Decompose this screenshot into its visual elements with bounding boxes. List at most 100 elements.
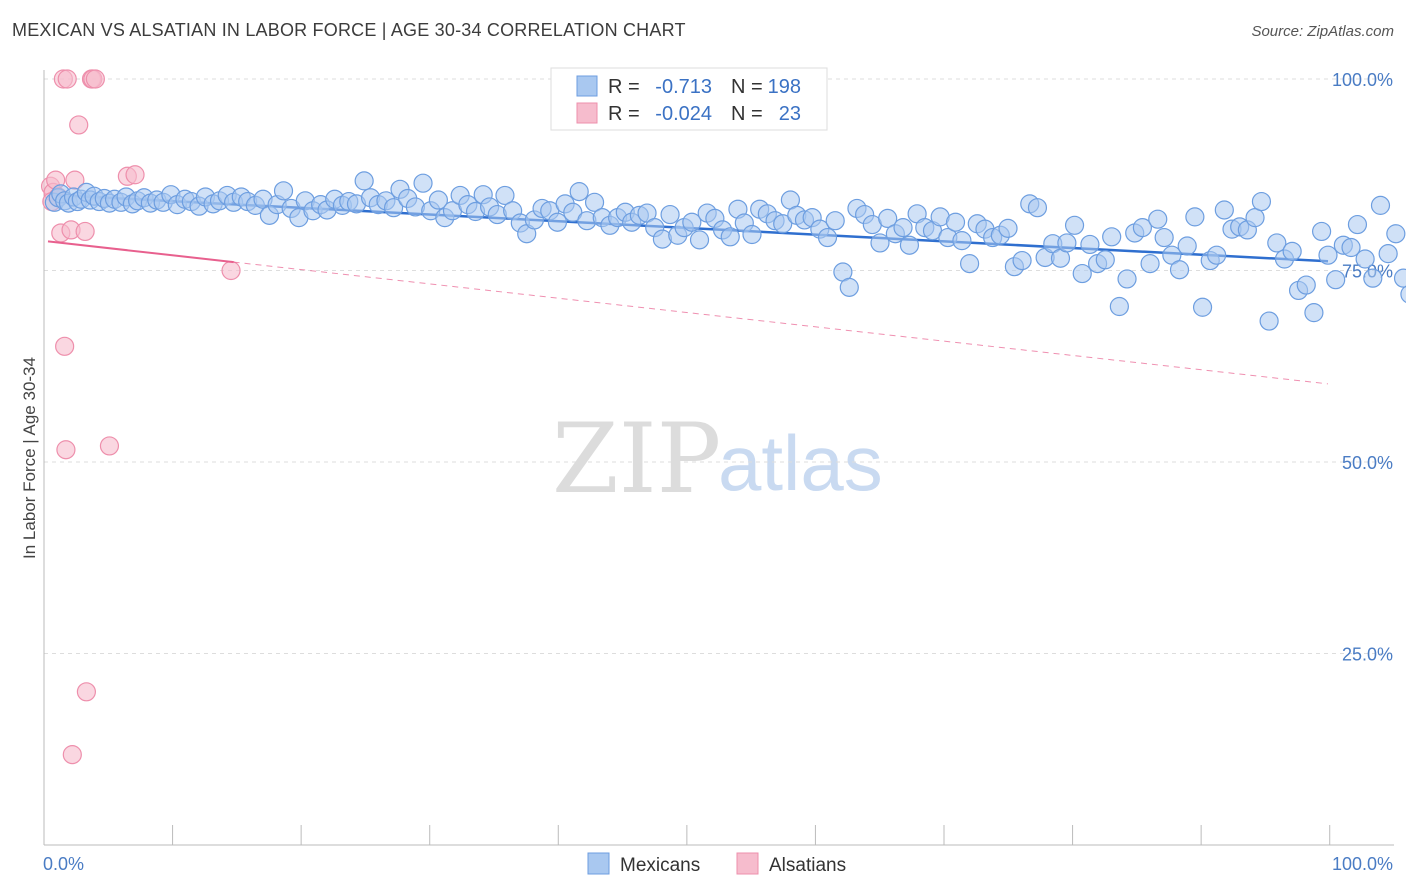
mexican-point <box>1370 195 1391 215</box>
y-tick-label: 100.0% <box>1332 70 1393 90</box>
alsatian-point <box>57 69 77 89</box>
alsatian-point <box>56 440 76 460</box>
mexican-point <box>893 218 913 238</box>
mexican-point <box>689 230 710 250</box>
alsatians-trend <box>47 240 1329 385</box>
mexican-point <box>825 211 845 231</box>
mexican-point <box>1393 268 1406 288</box>
mexican-point <box>998 218 1018 238</box>
alsatian-point <box>69 115 89 135</box>
mexican-point <box>899 235 920 255</box>
mexican-point <box>495 185 515 206</box>
mexican-point <box>1109 296 1129 317</box>
mexican-point <box>1027 198 1048 218</box>
mexican-point <box>1102 227 1122 247</box>
mexicans-points <box>44 171 1406 331</box>
bottom-legend-alsatians-label: Alsatians <box>769 855 846 876</box>
mexican-point <box>563 202 583 222</box>
source-label: Source: ZipAtlas.com <box>1251 23 1394 40</box>
gridlines <box>44 78 1394 654</box>
mexican-point <box>1072 263 1092 284</box>
alsatian-point <box>125 165 145 185</box>
mexican-point <box>1192 297 1213 317</box>
mexican-point <box>1185 207 1205 227</box>
mexican-point <box>1064 215 1085 235</box>
mexican-point <box>1245 208 1265 228</box>
mexican-point <box>1207 245 1227 265</box>
mexican-point <box>1012 250 1032 271</box>
alsatian-point <box>221 260 241 281</box>
chart-title: MEXICAN VS ALSATIAN IN LABOR FORCE | AGE… <box>12 20 686 40</box>
mexican-point <box>1341 237 1361 258</box>
mexican-point <box>1378 244 1398 264</box>
mexican-point <box>1347 214 1368 235</box>
mexican-point <box>839 277 859 297</box>
mexican-point <box>1169 260 1190 280</box>
watermark-zip: ZIP <box>552 403 721 515</box>
alsatians-trend-line <box>47 240 234 264</box>
mexican-point <box>959 254 980 274</box>
alsatians-trend-extension <box>233 261 1329 385</box>
legend-alsatian-swatch <box>576 102 598 124</box>
mexican-point <box>584 192 605 212</box>
mexican-point <box>682 212 702 232</box>
y-axis-label: In Labor Force | Age 30-34 <box>20 357 39 559</box>
mexican-point <box>1282 241 1302 261</box>
mexican-point <box>817 227 838 248</box>
x-ticks <box>43 825 1331 845</box>
mexican-point <box>1117 269 1137 289</box>
mexican-point <box>1326 270 1346 290</box>
bottom-legend-alsatians-swatch <box>736 852 759 875</box>
bottom-legend-mexicans-label: Mexicans <box>620 855 700 876</box>
mexican-point <box>1148 209 1168 229</box>
mexican-point <box>1132 218 1153 238</box>
mexican-point <box>878 208 898 229</box>
mexican-point <box>660 204 680 225</box>
y-tick-label: 50.0% <box>1342 453 1393 473</box>
correlation-legend: R = -0.713 N = 198 R = -0.024 N = 23 <box>550 67 828 131</box>
mexican-point <box>1363 268 1383 288</box>
mexican-point <box>384 198 404 218</box>
mexican-point <box>773 214 793 234</box>
legend-mexican-n-value: 198 <box>768 76 801 98</box>
x-tick-label-min: 0.0% <box>43 854 84 874</box>
mexican-point <box>354 171 374 191</box>
legend-mexican-n-label: N = <box>731 76 763 98</box>
mexican-point <box>1080 234 1100 255</box>
alsatian-point <box>75 221 95 242</box>
alsatians-points <box>40 69 241 765</box>
mexican-point <box>742 224 762 245</box>
mexican-point <box>952 231 972 251</box>
mexican-point <box>1311 221 1332 242</box>
mexican-point <box>428 190 448 210</box>
y-tick-labels: 25.0%50.0%75.0%100.0% <box>1332 70 1393 665</box>
mexican-point <box>1296 275 1316 295</box>
mexican-point <box>1386 224 1406 244</box>
mexican-point <box>720 227 740 247</box>
legend-alsatian-r-value: -0.024 <box>655 103 712 125</box>
mexican-point <box>1318 245 1338 265</box>
mexican-point <box>1267 233 1287 253</box>
alsatian-point <box>62 745 82 765</box>
alsatian-point <box>76 682 97 702</box>
x-tick-label-max: 100.0% <box>1332 854 1393 874</box>
mexican-point <box>1140 254 1160 274</box>
legend-mexican-r-value: -0.713 <box>655 76 712 98</box>
mexican-point <box>1304 303 1324 323</box>
legend-alsatian-r-label: R = <box>608 103 640 125</box>
mexican-point <box>547 212 568 232</box>
legend-alsatian-n-label: N = <box>731 103 763 125</box>
alsatian-point <box>55 336 75 356</box>
legend-alsatian-n-value: 23 <box>779 103 801 125</box>
legend-mexican-swatch <box>576 75 598 97</box>
series-legend: Mexicans Alsatians <box>587 852 846 876</box>
watermark-atlas: atlas <box>718 419 883 507</box>
bottom-legend-mexicans-swatch <box>587 852 610 875</box>
legend-mexican-r-label: R = <box>608 76 640 98</box>
mexican-point <box>945 212 966 232</box>
alsatian-point <box>85 69 105 89</box>
y-tick-label: 25.0% <box>1342 645 1393 665</box>
alsatian-point <box>99 436 120 456</box>
mexican-point <box>569 182 589 202</box>
